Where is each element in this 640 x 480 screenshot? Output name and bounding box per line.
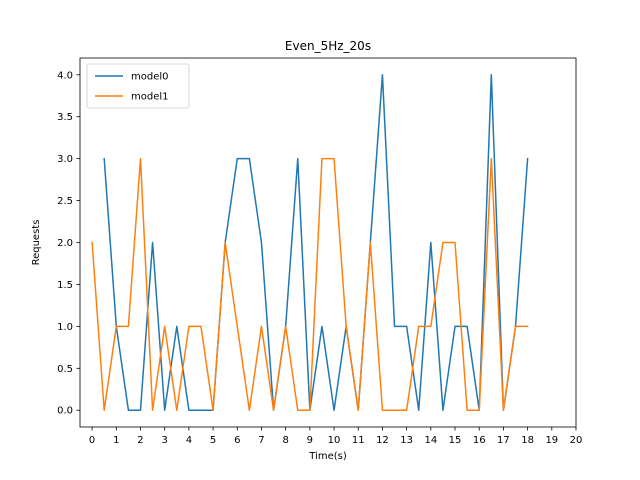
x-tick-label: 14: [424, 435, 437, 446]
series-line-model1: [91, 157, 529, 411]
x-tick-label: 19: [545, 435, 558, 446]
y-tick-label: 4.0: [57, 70, 73, 81]
legend-box: [86, 63, 190, 109]
axes-frame: [79, 57, 577, 428]
legend-label-model1: model1: [131, 92, 169, 103]
x-axis-label: Time(s): [308, 451, 347, 462]
x-tick-label: 17: [497, 435, 510, 446]
x-tick-label: 2: [137, 435, 143, 446]
series-layer: [91, 74, 529, 411]
ticks-layer: 0 1 2 3 4 5 6 7 8 9 10 11 12 13 14 15 16 17 18 19 200.00.51.…: [57, 70, 582, 446]
legend-label-model0: model0: [131, 72, 169, 83]
x-tick-label: 7: [258, 435, 264, 446]
y-tick-label: 1.5: [57, 280, 73, 291]
x-tick-label: 16: [473, 435, 486, 446]
y-tick-label: 2.0: [57, 238, 73, 249]
y-tick-label: 3.5: [57, 112, 73, 123]
x-tick-label: 9: [307, 435, 313, 446]
y-axis-label: Requests: [31, 220, 42, 266]
x-tick-label: 6: [234, 435, 240, 446]
x-tick-label: 8: [282, 435, 288, 446]
legend: model0 model1: [86, 63, 190, 109]
chart-title: Even_5Hz_20s: [285, 39, 371, 53]
x-tick-label: 20: [570, 435, 583, 446]
x-tick-label: 4: [186, 435, 192, 446]
y-tick-label: 0.0: [57, 406, 73, 417]
x-tick-label: 12: [376, 435, 389, 446]
y-tick-label: 2.5: [57, 196, 73, 207]
x-tick-label: 5: [210, 435, 216, 446]
x-tick-label: 1: [113, 435, 119, 446]
y-tick-label: 0.5: [57, 364, 73, 375]
x-tick-label: 15: [449, 435, 462, 446]
x-tick-label: 13: [400, 435, 413, 446]
y-tick-label: 3.0: [57, 154, 73, 165]
x-tick-label: 11: [352, 435, 365, 446]
y-tick-label: 1.0: [57, 322, 73, 333]
series-line-model0: [103, 74, 529, 411]
x-tick-label: 0: [89, 435, 95, 446]
x-tick-label: 3: [161, 435, 167, 446]
x-tick-label: 18: [521, 435, 534, 446]
x-tick-label: 10: [328, 435, 341, 446]
